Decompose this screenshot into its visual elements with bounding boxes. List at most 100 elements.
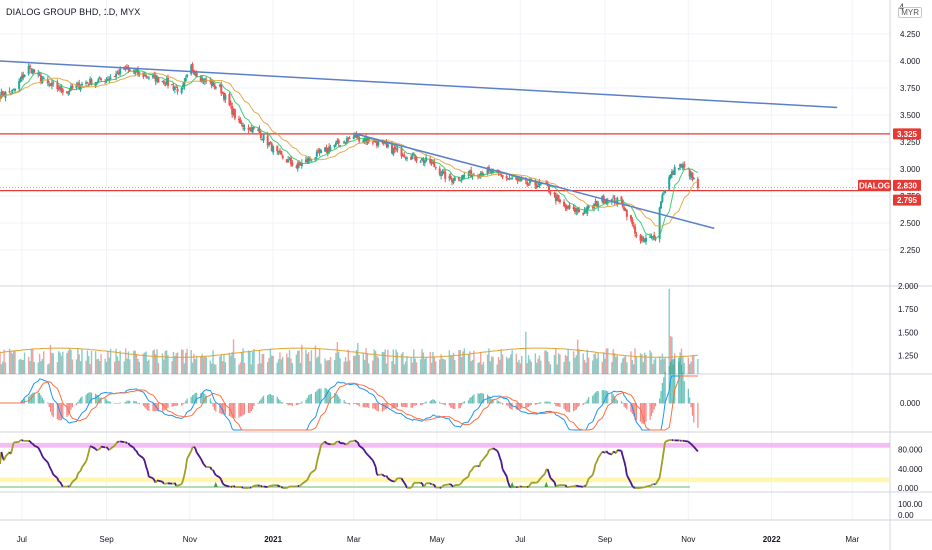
time-tick-label: May bbox=[429, 535, 444, 544]
stoch-segment bbox=[689, 442, 692, 445]
time-axis[interactable]: Jul Sep Nov 2021 Mar May Jul Sep Nov 2022 Mar bbox=[17, 535, 860, 544]
macd-histogram-bar bbox=[100, 397, 102, 404]
candle-up bbox=[119, 68, 122, 74]
stoch-segment bbox=[631, 485, 635, 489]
macd-histogram-bar bbox=[353, 403, 355, 405]
volume-bar bbox=[88, 356, 90, 374]
volume-bar bbox=[682, 355, 684, 374]
volume-bar bbox=[174, 356, 176, 374]
macd-histogram-bar bbox=[451, 403, 453, 409]
macd-histogram-bar bbox=[97, 395, 99, 404]
macd-histogram-bar bbox=[473, 394, 475, 404]
macd-histogram-bar bbox=[501, 403, 504, 405]
stoch-segment bbox=[363, 450, 367, 454]
stoch-segment bbox=[320, 440, 326, 446]
stoch-segment bbox=[433, 484, 437, 488]
volume-bar bbox=[346, 361, 348, 374]
candle-down bbox=[526, 181, 529, 185]
macd-histogram-bar bbox=[85, 394, 87, 404]
currency-badge[interactable]: MYR bbox=[898, 7, 922, 18]
macd-histogram-bar bbox=[410, 403, 412, 408]
stoch-segment bbox=[482, 453, 489, 460]
stoch-segment bbox=[154, 479, 158, 484]
volume-bar bbox=[575, 355, 578, 374]
candle-down bbox=[233, 109, 236, 119]
candle-up bbox=[373, 140, 376, 142]
macd-histogram-bar bbox=[190, 396, 192, 404]
candle-down bbox=[136, 68, 139, 75]
macd-histogram-bar bbox=[62, 403, 64, 419]
volume-bar bbox=[2, 361, 4, 374]
last-price-label-bg bbox=[893, 179, 921, 191]
volume-bar bbox=[40, 361, 42, 374]
stoch-segment bbox=[693, 446, 699, 453]
volume-bar bbox=[49, 345, 52, 374]
candle-up bbox=[643, 240, 646, 243]
volume-bar bbox=[433, 356, 436, 374]
macd-histogram-bar bbox=[133, 400, 135, 404]
candle-down bbox=[639, 235, 642, 241]
time-tick-label: Jul bbox=[17, 535, 27, 544]
trendlines[interactable] bbox=[0, 60, 838, 230]
candle-down bbox=[429, 158, 432, 164]
stoch-segment bbox=[507, 481, 511, 487]
macd-histogram-bar bbox=[230, 403, 232, 417]
candle-down bbox=[306, 158, 309, 162]
time-tick-label: Nov bbox=[183, 535, 197, 544]
macd-histogram-bar bbox=[123, 402, 125, 404]
stoch-segment bbox=[252, 485, 255, 488]
stoch-segment bbox=[59, 481, 63, 485]
candle-up bbox=[612, 197, 615, 199]
stoch-segment bbox=[77, 471, 80, 475]
candle-up bbox=[421, 158, 424, 161]
volume-bar bbox=[500, 349, 502, 374]
stoch-segment bbox=[621, 456, 626, 462]
candle-up bbox=[146, 77, 149, 79]
macd-histogram-bar bbox=[362, 403, 364, 408]
macd-histogram-bar bbox=[185, 400, 187, 404]
macd-histogram-bar bbox=[432, 399, 434, 404]
last-price-label: 2.830 bbox=[897, 181, 918, 190]
macd-histogram-bar bbox=[134, 401, 136, 404]
stoch-segment bbox=[41, 455, 45, 459]
stoch-segment bbox=[98, 446, 102, 450]
candle-up bbox=[257, 129, 260, 131]
macd-histogram-bar bbox=[467, 400, 470, 404]
candle-down bbox=[672, 171, 675, 175]
volume-bar bbox=[391, 361, 393, 374]
candle-down bbox=[629, 215, 632, 220]
volume-bar bbox=[404, 361, 407, 374]
candle-up bbox=[430, 162, 433, 164]
macd-histogram-bar bbox=[249, 403, 251, 413]
volume-bar bbox=[89, 364, 91, 374]
stoch-segment bbox=[459, 482, 463, 485]
volume-bar bbox=[94, 351, 97, 374]
volume-bar bbox=[66, 353, 68, 374]
macd-histogram-bar bbox=[305, 399, 307, 404]
macd-histogram-bar bbox=[21, 401, 23, 404]
volume-bar bbox=[191, 362, 194, 374]
macd-histogram-bar bbox=[261, 397, 263, 404]
volume-bar bbox=[653, 359, 655, 374]
volume-bar bbox=[277, 359, 280, 374]
volume-bar bbox=[650, 352, 653, 374]
volume-bar bbox=[324, 358, 326, 374]
macd-histogram-bar bbox=[107, 400, 109, 404]
volume-bar bbox=[381, 351, 384, 374]
price-axis[interactable]: 4.2504.0003.7503.5003.2503.0002.7502.500… bbox=[898, 30, 923, 520]
candle-down bbox=[52, 82, 55, 84]
macd-histogram-bar bbox=[325, 388, 328, 404]
candle-down bbox=[38, 74, 41, 76]
volume-bar bbox=[613, 353, 616, 374]
volume-bar bbox=[230, 355, 232, 374]
stoch-segment bbox=[56, 477, 60, 482]
stoch-segment bbox=[387, 477, 393, 482]
macd-histogram-bar bbox=[144, 403, 146, 408]
candle-down bbox=[390, 143, 393, 154]
candle-up bbox=[377, 141, 380, 145]
macd-histogram-bar bbox=[250, 403, 252, 412]
volume-tick-label: 1.750 bbox=[898, 305, 919, 314]
candle-down bbox=[470, 170, 473, 178]
